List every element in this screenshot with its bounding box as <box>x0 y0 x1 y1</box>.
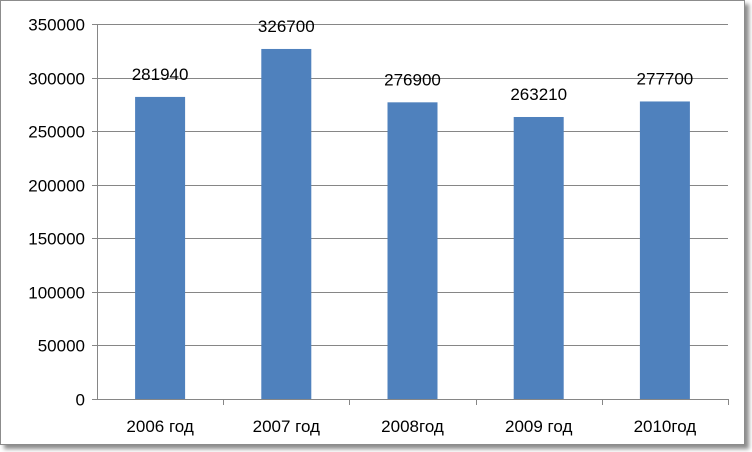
data-label: 326700 <box>258 17 315 36</box>
y-tick-label: 250000 <box>28 123 85 142</box>
x-tick-labels: 2006 год 2007 год 2008год 2009 год 2010год <box>126 417 696 436</box>
y-tick-label: 0 <box>76 391 85 410</box>
x-tick-label: 2010год <box>634 417 697 436</box>
chart-frame <box>0 0 745 445</box>
x-tick-label: 2009 год <box>505 417 572 436</box>
y-tick-label: 150000 <box>28 230 85 249</box>
x-tick-label: 2007 год <box>253 417 320 436</box>
axes <box>92 24 729 405</box>
y-tick-label: 50000 <box>38 337 85 356</box>
y-tick-labels: 0 50000 100000 150000 200000 250000 300000 3500… <box>28 16 85 410</box>
bar <box>513 116 564 399</box>
data-label: 263210 <box>510 85 567 104</box>
bar <box>135 96 186 400</box>
y-tick-label: 300000 <box>28 70 85 89</box>
bar <box>639 101 690 399</box>
x-tick-label: 2008год <box>381 417 444 436</box>
bar <box>387 102 438 400</box>
data-labels: 281940 326700 276900 263210 277700 <box>132 17 694 104</box>
y-tick-label: 200000 <box>28 177 85 196</box>
x-tick-label: 2006 год <box>126 417 193 436</box>
y-tick-label: 350000 <box>28 16 85 35</box>
data-label: 276900 <box>384 70 441 89</box>
bar <box>261 48 312 399</box>
bars <box>135 48 690 400</box>
y-tick-label: 100000 <box>28 284 85 303</box>
data-label: 281940 <box>132 65 189 84</box>
data-label: 277700 <box>637 69 694 88</box>
